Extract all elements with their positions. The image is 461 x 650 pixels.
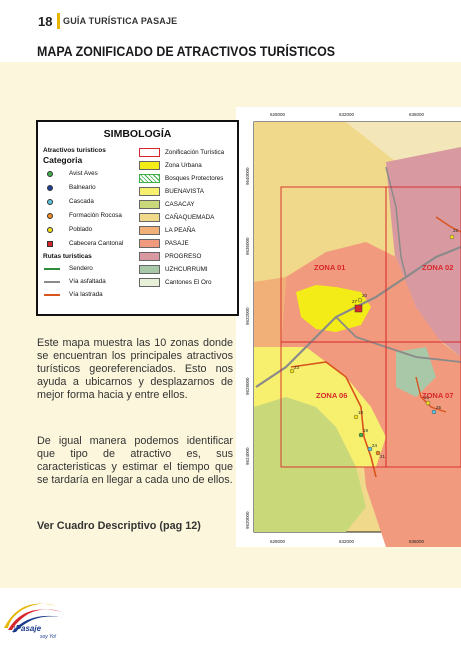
- details-paragraph: De igual manera podemos identificar que …: [37, 435, 233, 487]
- casacay-swatch: [139, 200, 160, 209]
- legend-zone-label: UZHCURRUMI: [165, 266, 208, 273]
- page-number: 18: [38, 14, 53, 29]
- legend-zone-label: Zona Urbana: [165, 162, 202, 169]
- cabecera-cantonal-marker: [354, 304, 363, 313]
- point-label: 19: [363, 428, 369, 433]
- point-label: 25: [436, 405, 442, 410]
- via-lastrada-line-icon: [44, 294, 60, 296]
- descriptive-table-link: Ver Cuadro Descriptivo (pag 12): [37, 520, 201, 532]
- legend-category-label: Cabecera Cantonal: [69, 240, 124, 247]
- page-header: 18 GUÍA TURÍSTICA PASAJE: [0, 0, 461, 38]
- poblado-icon: [47, 227, 53, 233]
- zone-label: ZONA 02: [422, 263, 453, 272]
- coord-x-bottom: 632000: [339, 539, 355, 544]
- legend-route-label: Vía asfaltada: [69, 278, 106, 285]
- legend-category-label: Cascada: [69, 198, 94, 205]
- zonificacion-swatch: [139, 148, 160, 157]
- header-divider: [57, 13, 60, 29]
- legend-category-label: Balneario: [69, 184, 96, 191]
- legend-zone-label: CAÑAQUEMADA: [165, 214, 215, 221]
- legend-zone-label: Zonificación Turística: [165, 149, 225, 156]
- coord-x-top: 628000: [270, 112, 286, 117]
- zone-label: ZONA 01: [314, 263, 345, 272]
- point-label: 27: [352, 299, 358, 304]
- la-peana-swatch: [139, 226, 160, 235]
- coord-x-bottom: 628000: [270, 539, 286, 544]
- point-label: 20: [362, 293, 368, 298]
- coord-y: 9640000: [245, 167, 250, 185]
- map-legend: SIMBOLOGÍA Atractivos turisticos Categor…: [36, 120, 239, 316]
- coord-y: 9620000: [245, 511, 250, 529]
- cascada-icon: [47, 199, 53, 205]
- legend-category-label: Avist Aves: [69, 170, 98, 177]
- coord-y: 9628000: [245, 377, 250, 395]
- legend-category-label: Poblado: [69, 226, 93, 233]
- sendero-line-icon: [44, 268, 60, 270]
- legend-attractions-heading: Atractivos turisticos: [43, 147, 106, 154]
- zoned-map: 22 20 18 19 21 23 24 25 26 27 ZONA 01 ZO…: [236, 107, 461, 547]
- legend-zone-label: LA PEAÑA: [165, 227, 196, 234]
- logo-wordmark: ¡Pasaje: [13, 624, 42, 633]
- progreso-swatch: [139, 252, 160, 261]
- avist-aves-icon: [47, 171, 53, 177]
- point-label: 21: [380, 454, 386, 459]
- cabecera-cantonal-icon: [47, 241, 53, 247]
- coord-x-bottom: 636000: [409, 539, 425, 544]
- canaquemada-swatch: [139, 213, 160, 222]
- legend-category-heading: Categoria: [43, 155, 83, 165]
- point-label: 18: [358, 410, 364, 415]
- legend-zone-label: Bosques Protectores: [165, 175, 224, 182]
- buenavista-swatch: [139, 187, 160, 196]
- bosques-swatch: [139, 174, 160, 183]
- cantones-swatch: [139, 278, 160, 287]
- section-title: MAPA ZONIFICADO DE ATRACTIVOS TURÍSTICOS: [37, 44, 336, 59]
- point-label: 23: [294, 365, 300, 370]
- point-label: 22: [453, 228, 459, 233]
- coord-x-top: 632000: [339, 112, 355, 117]
- logo-tagline: soy Yo!: [40, 634, 57, 640]
- zone-label: ZONA 06: [316, 391, 347, 400]
- coord-y: 9632000: [245, 307, 250, 325]
- via-asfaltada-line-icon: [44, 281, 60, 283]
- legend-route-label: Sendero: [69, 265, 93, 272]
- intro-paragraph: Este mapa muestra las 10 zonas donde se …: [37, 337, 233, 402]
- legend-zone-label: CASACAY: [165, 201, 195, 208]
- legend-routes-heading: Rutas turisticas: [43, 253, 92, 260]
- pasaje-swatch: [139, 239, 160, 248]
- coord-y: 9636000: [245, 237, 250, 255]
- legend-category-label: Formación Rocosa: [69, 212, 122, 219]
- point-label: 26: [424, 395, 430, 400]
- coord-y: 9624000: [245, 447, 250, 465]
- zona-urbana-swatch: [139, 161, 160, 170]
- zone-label: ZONA 07: [422, 391, 453, 400]
- point-label: 24: [372, 443, 378, 448]
- uzhcurrumi-swatch: [139, 265, 160, 274]
- pasaje-logo: [4, 603, 66, 632]
- map-graphic: 22 20 18 19 21 23 24 25 26 27 ZONA 01 ZO…: [245, 112, 461, 547]
- legend-route-label: Vía lastrada: [69, 291, 103, 298]
- legend-zone-label: PASAJE: [165, 240, 189, 247]
- legend-zone-label: PROGRESO: [165, 253, 202, 260]
- formacion-rocosa-icon: [47, 213, 53, 219]
- legend-zone-label: Cantones El Oro: [165, 279, 212, 286]
- balneario-icon: [47, 185, 53, 191]
- coord-x-top: 636000: [409, 112, 425, 117]
- legend-zone-label: BUENAVISTA: [165, 188, 204, 195]
- legend-title: SIMBOLOGÍA: [103, 128, 172, 140]
- running-title: GUÍA TURÍSTICA PASAJE: [63, 16, 178, 26]
